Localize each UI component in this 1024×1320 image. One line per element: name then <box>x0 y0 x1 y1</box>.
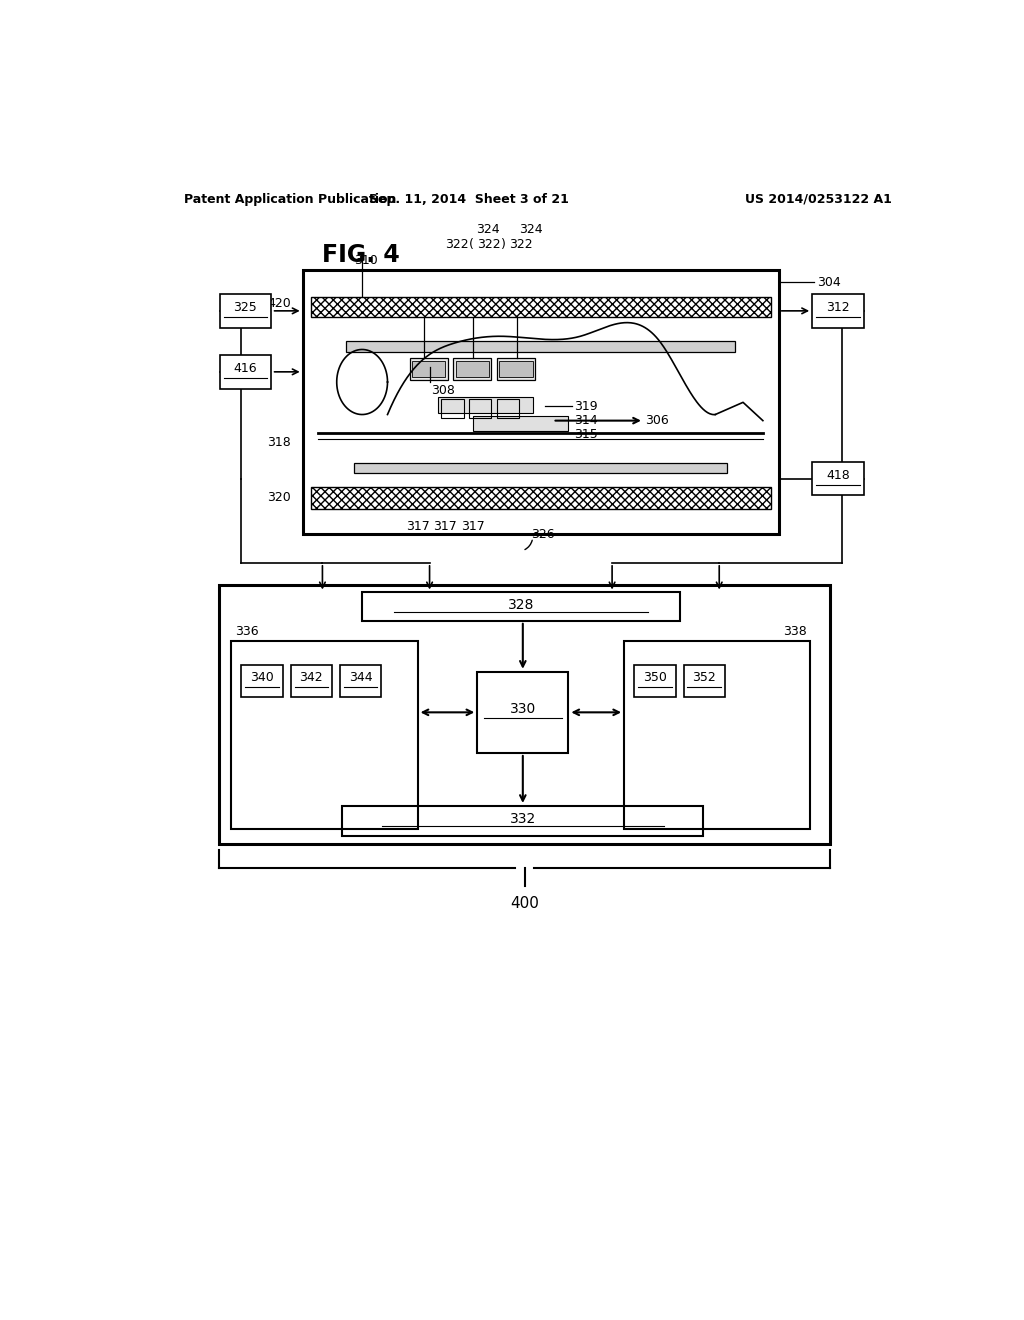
Text: 326: 326 <box>531 528 555 541</box>
Bar <box>412 360 445 378</box>
Bar <box>497 399 519 417</box>
Bar <box>362 593 680 620</box>
Text: 352: 352 <box>692 672 716 684</box>
Text: 328: 328 <box>508 598 535 611</box>
Bar <box>346 342 735 351</box>
Text: 318: 318 <box>267 437 291 450</box>
Bar <box>456 360 489 378</box>
Bar <box>634 664 676 697</box>
Text: 315: 315 <box>574 429 598 441</box>
Text: 314: 314 <box>574 414 598 428</box>
Bar <box>310 297 771 317</box>
Text: 317: 317 <box>462 520 485 533</box>
Bar <box>469 399 492 417</box>
Text: 342: 342 <box>299 672 324 684</box>
Bar <box>219 585 830 845</box>
Bar <box>220 294 271 327</box>
Text: 322: 322 <box>445 239 469 251</box>
Text: 324: 324 <box>475 223 500 236</box>
Text: 332: 332 <box>510 812 536 826</box>
Bar <box>303 271 778 535</box>
Bar <box>624 642 811 829</box>
Text: 350: 350 <box>643 672 667 684</box>
Bar <box>220 355 271 388</box>
Text: (: ( <box>469 239 474 251</box>
Text: Sep. 11, 2014  Sheet 3 of 21: Sep. 11, 2014 Sheet 3 of 21 <box>370 193 569 206</box>
Bar <box>291 664 332 697</box>
Text: 322: 322 <box>477 239 501 251</box>
Bar <box>454 358 492 380</box>
Bar <box>310 487 771 510</box>
Text: 340: 340 <box>250 672 274 684</box>
Text: 418: 418 <box>826 469 850 482</box>
Bar <box>477 672 568 752</box>
Text: 330: 330 <box>510 702 536 717</box>
Text: 317: 317 <box>433 520 458 533</box>
Text: 325: 325 <box>233 301 257 314</box>
Text: 420: 420 <box>267 297 291 310</box>
Bar <box>812 294 864 327</box>
Bar <box>354 463 727 474</box>
Text: 310: 310 <box>354 253 378 267</box>
Text: Patent Application Publication: Patent Application Publication <box>183 193 396 206</box>
Text: US 2014/0253122 A1: US 2014/0253122 A1 <box>745 193 892 206</box>
Bar <box>684 664 725 697</box>
Bar <box>812 462 864 495</box>
Bar <box>437 397 532 412</box>
Text: 344: 344 <box>349 672 373 684</box>
Text: 400: 400 <box>510 896 540 911</box>
Bar <box>231 642 418 829</box>
Text: 308: 308 <box>431 384 455 397</box>
Bar <box>342 805 703 837</box>
Text: 320: 320 <box>267 491 291 504</box>
Text: 416: 416 <box>233 362 257 375</box>
Text: 324: 324 <box>519 223 543 236</box>
Text: FIG. 4: FIG. 4 <box>323 243 400 267</box>
Text: 312: 312 <box>826 301 850 314</box>
Text: 304: 304 <box>817 276 841 289</box>
Text: 306: 306 <box>645 414 669 428</box>
Text: 336: 336 <box>236 624 259 638</box>
Text: 338: 338 <box>782 624 807 638</box>
Bar <box>410 358 447 380</box>
Bar <box>497 358 536 380</box>
Bar <box>441 399 464 417</box>
Bar <box>500 360 532 378</box>
Bar <box>242 664 283 697</box>
Text: ): ) <box>501 239 506 251</box>
Bar <box>473 416 568 430</box>
Text: 322: 322 <box>509 239 532 251</box>
Text: 319: 319 <box>574 400 598 413</box>
Text: 317: 317 <box>406 520 429 533</box>
Bar <box>340 664 381 697</box>
